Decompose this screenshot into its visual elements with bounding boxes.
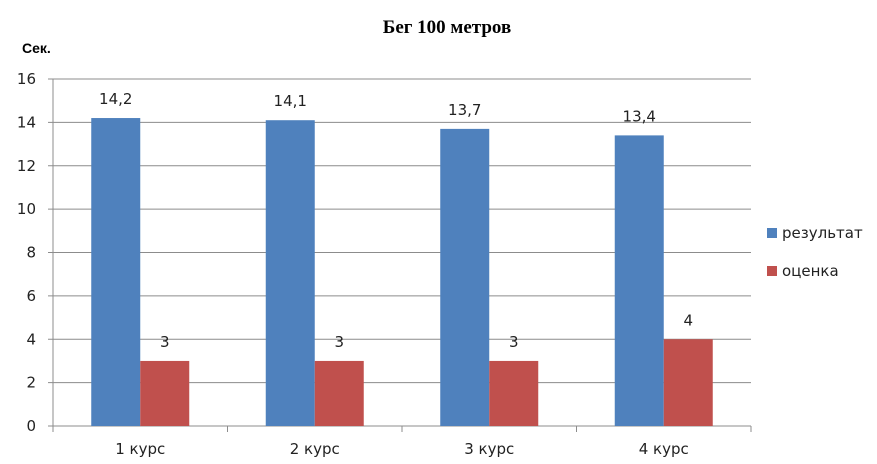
bar-grade (314, 360, 364, 426)
bar-result (614, 135, 664, 426)
y-tick-label: 0 (26, 417, 36, 435)
data-label: 13,7 (448, 101, 481, 119)
bar-grade (140, 360, 190, 426)
y-tick-label: 16 (17, 70, 36, 88)
y-tick-label: 12 (17, 157, 36, 175)
x-tick-label: 3 курс (464, 440, 514, 458)
y-tick-label: 6 (26, 287, 36, 305)
legend: результат оценка (767, 224, 863, 280)
y-tick-label: 4 (26, 330, 36, 348)
data-label: 4 (683, 311, 693, 329)
y-axis-label: Сек. (22, 40, 51, 56)
bar-grade (663, 339, 713, 426)
legend-label: оценка (782, 262, 839, 280)
data-label: 3 (334, 333, 344, 351)
data-label: 3 (160, 333, 170, 351)
legend-swatch (767, 228, 777, 238)
y-tick-label: 14 (17, 113, 36, 131)
y-tick-label: 2 (26, 374, 36, 392)
legend-swatch (767, 266, 777, 276)
data-label: 3 (509, 333, 519, 351)
bar-grade (489, 360, 539, 426)
y-tick-label: 8 (26, 244, 36, 262)
x-tick-label: 1 курс (115, 440, 165, 458)
bar-result (91, 118, 141, 426)
bar-result (265, 120, 315, 427)
data-label: 14,2 (99, 90, 132, 108)
x-tick-label: 4 курс (639, 440, 689, 458)
data-label: 14,1 (274, 92, 307, 110)
legend-label: результат (782, 224, 863, 242)
bar-result (440, 128, 490, 426)
data-label: 13,4 (623, 107, 656, 125)
chart-title: Бег 100 метров (383, 17, 511, 38)
x-tick-label: 2 курс (290, 440, 340, 458)
plot-area: 0 2 4 6 8 10 12 14 16 14,2 3 1 курс 14,1 3 2 курс 13,7 3… (17, 70, 752, 458)
y-tick-label: 10 (17, 200, 36, 218)
